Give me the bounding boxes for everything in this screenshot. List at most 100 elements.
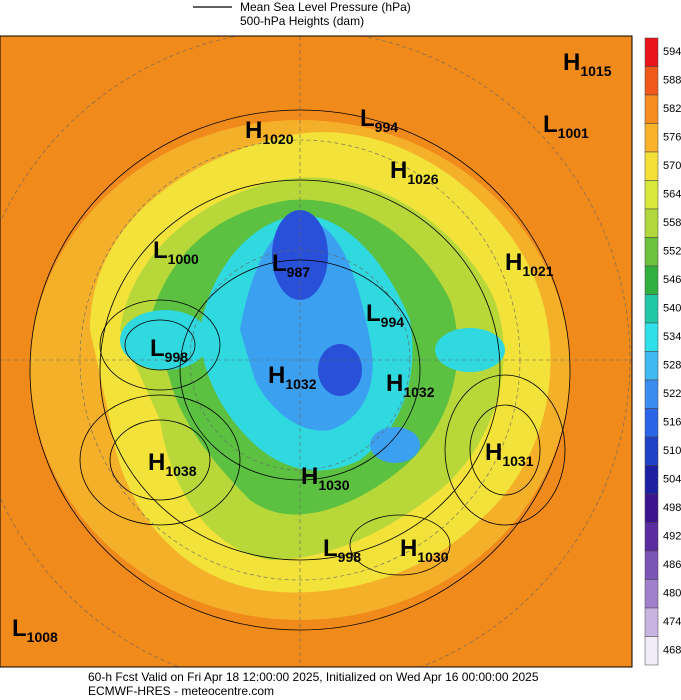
legend-pressure-label: Mean Sea Level Pressure (hPa) — [240, 0, 411, 14]
pressure-center: L1008 — [12, 615, 58, 645]
center-value: 1038 — [165, 463, 196, 479]
pressure-center: H1021 — [505, 249, 554, 279]
center-value: 1030 — [417, 549, 448, 565]
center-kind: H — [563, 49, 580, 76]
colorbar-label: 480 — [663, 588, 681, 600]
colorbar-label: 486 — [663, 559, 681, 571]
center-kind: H — [268, 362, 285, 389]
height-fill — [435, 328, 505, 372]
colorbar-label: 492 — [663, 531, 681, 543]
center-value: 1031 — [502, 453, 533, 469]
center-value: 1032 — [403, 384, 434, 400]
map-frame — [0, 35, 633, 668]
colorbar-label: 588 — [663, 75, 681, 87]
colorbar-swatch — [644, 379, 659, 409]
center-kind: L — [153, 237, 168, 264]
center-value: 1020 — [262, 131, 293, 147]
colorbar-swatch — [644, 180, 659, 210]
colorbar-swatch — [644, 237, 659, 267]
colorbar-label: 552 — [663, 246, 681, 258]
pressure-center: H1031 — [485, 439, 534, 469]
footer-source: ECMWF-HRES - meteocentre.com — [88, 684, 274, 698]
center-kind: L — [150, 335, 165, 362]
center-kind: H — [505, 249, 522, 276]
colorbar-label: 510 — [663, 445, 681, 457]
center-value: 1008 — [27, 629, 58, 645]
colorbar-label: 582 — [663, 103, 681, 115]
colorbar-swatch — [644, 94, 659, 124]
center-kind: L — [360, 105, 375, 132]
colorbar-swatch — [644, 322, 659, 352]
center-value: 1015 — [580, 63, 611, 79]
center-value: 1000 — [168, 251, 199, 267]
colorbar-swatch — [644, 636, 659, 666]
center-value: 1030 — [318, 477, 349, 493]
pressure-center: L1000 — [153, 237, 199, 267]
colorbar-label: 516 — [663, 417, 681, 429]
colorbar-swatch — [644, 607, 659, 637]
pressure-center: L987 — [272, 250, 310, 280]
colorbar-swatch — [644, 265, 659, 295]
center-kind: H — [245, 117, 262, 144]
colorbar-label: 570 — [663, 160, 681, 172]
height-fill — [318, 344, 362, 396]
center-kind: L — [323, 535, 338, 562]
graticule — [0, 36, 632, 667]
pressure-center: H1015 — [563, 49, 612, 79]
colorbar-swatch — [644, 37, 659, 67]
center-value: 1026 — [407, 171, 438, 187]
colorbar-swatch — [644, 408, 659, 438]
pressure-center: H1032 — [386, 370, 435, 400]
legend-heights-label: 500-hPa Heights (dam) — [240, 14, 364, 28]
pressure-center: H1030 — [301, 463, 350, 493]
center-kind: L — [543, 111, 558, 138]
colorbar-swatch — [644, 351, 659, 381]
center-value: 998 — [165, 349, 189, 365]
pressure-center: H1020 — [245, 117, 294, 147]
center-value: 998 — [338, 549, 362, 565]
colorbar-label: 594 — [663, 46, 681, 58]
colorbar-label: 522 — [663, 388, 681, 400]
pressure-center: H1038 — [148, 449, 197, 479]
pressure-center: H1026 — [390, 157, 439, 187]
colorbar-swatch — [644, 436, 659, 466]
pressure-center: L994 — [366, 300, 404, 330]
center-value: 1021 — [522, 263, 553, 279]
footer-valid: 60-h Fcst Valid on Fri Apr 18 12:00:00 2… — [88, 670, 539, 684]
center-value: 1032 — [285, 376, 316, 392]
height-fill — [370, 427, 420, 463]
center-value: 1001 — [558, 125, 589, 141]
center-value: 994 — [381, 314, 405, 330]
colorbar-swatch — [644, 208, 659, 238]
colorbar-label: 534 — [663, 331, 681, 343]
center-kind: H — [148, 449, 165, 476]
center-value: 987 — [287, 264, 311, 280]
colorbar-label: 540 — [663, 303, 681, 315]
colorbar-label: 558 — [663, 217, 681, 229]
pressure-center: L998 — [323, 535, 361, 565]
pressure-center: L998 — [150, 335, 188, 365]
colorbar-swatch — [644, 465, 659, 495]
center-kind: L — [12, 615, 27, 642]
colorbar-swatch — [644, 550, 659, 580]
colorbar-label: 468 — [663, 645, 681, 657]
colorbar-label: 498 — [663, 502, 681, 514]
colorbar-swatch — [644, 151, 659, 181]
center-kind: H — [301, 463, 318, 490]
center-kind: H — [485, 439, 502, 466]
pressure-center: H1030 — [400, 535, 449, 565]
pressure-center: L1001 — [543, 111, 589, 141]
center-kind: H — [390, 157, 407, 184]
center-kind: H — [400, 535, 417, 562]
colorbar-label: 546 — [663, 274, 681, 286]
colorbar-swatch — [644, 493, 659, 523]
colorbar-swatch — [644, 294, 659, 324]
center-kind: L — [272, 250, 287, 277]
colorbar-label: 564 — [663, 189, 681, 201]
center-kind: H — [386, 370, 403, 397]
colorbar-swatch — [644, 66, 659, 96]
